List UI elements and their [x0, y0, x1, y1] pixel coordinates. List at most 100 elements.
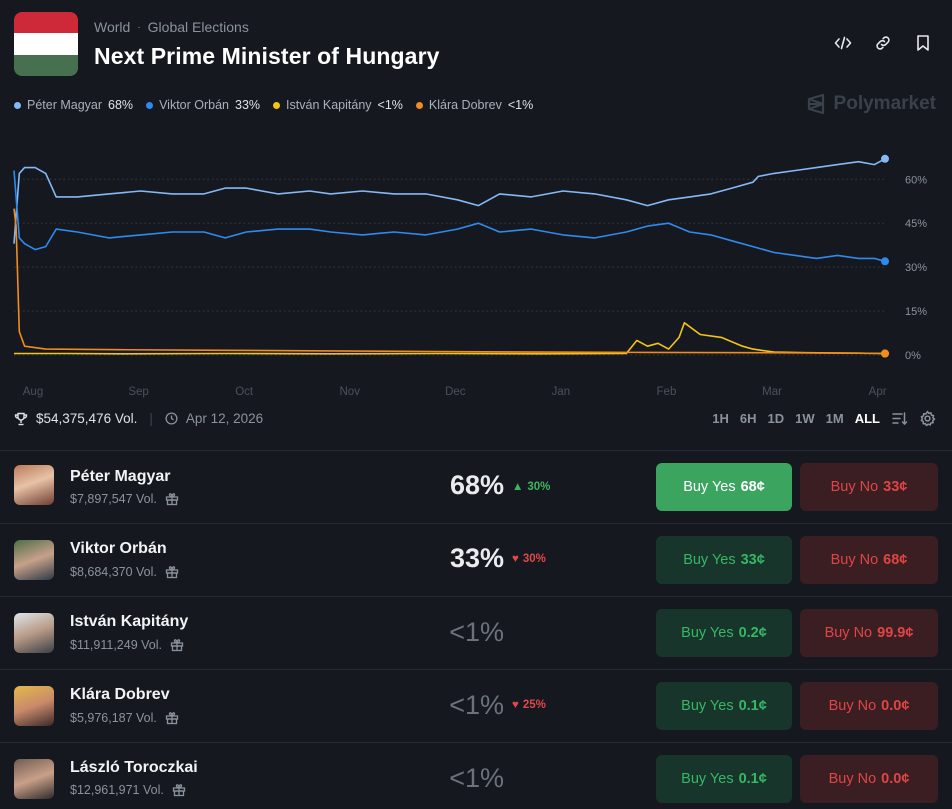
series-line	[13, 208, 886, 355]
gift-icon[interactable]	[165, 711, 179, 725]
candidate-name[interactable]: László Toroczkai	[70, 759, 198, 776]
gift-icon[interactable]	[165, 492, 179, 506]
divider	[0, 596, 952, 597]
buy-no-button[interactable]: Buy No 0.0¢	[800, 755, 938, 803]
probability-change: ♥ 25%	[512, 699, 546, 711]
down-heart-icon: ♥	[512, 699, 519, 711]
chart-legend: Péter Magyar 68% Viktor Orbán 33% István…	[14, 98, 533, 112]
legend-label: Péter Magyar	[27, 98, 103, 112]
candidate-volume-value: $12,961,971 Vol.	[70, 783, 164, 797]
legend-label: István Kapitány	[286, 98, 372, 112]
buy-yes-button[interactable]: Buy Yes 0.2¢	[656, 609, 792, 657]
buy-yes-button[interactable]: Buy Yes 0.1¢	[656, 755, 792, 803]
buy-yes-button[interactable]: Buy Yes 68¢	[656, 463, 792, 511]
x-tick-label: Sep	[128, 386, 148, 398]
sort-icon[interactable]	[891, 410, 908, 427]
outcome-row-toroczkai[interactable]: László Toroczkai $12,961,971 Vol. <1% Bu…	[0, 743, 952, 809]
avatar-magyar	[14, 465, 54, 505]
outcome-row-dobrev[interactable]: Klára Dobrev $5,976,187 Vol. <1% ♥ 25% B…	[0, 670, 952, 742]
change-value: 30%	[527, 481, 551, 493]
legend-value: 33%	[235, 98, 261, 112]
candidate-volume-value: $8,684,370 Vol.	[70, 565, 157, 579]
buy-no-button[interactable]: Buy No 0.0¢	[800, 682, 938, 730]
divider	[0, 523, 952, 524]
probability-change: ▲ 30%	[512, 481, 550, 493]
breadcrumb: World · Global Elections	[94, 19, 249, 35]
buy-no-label: Buy No	[830, 479, 879, 495]
legend-item-dobrev: Klára Dobrev <1%	[415, 98, 534, 112]
flag-stripe-white	[14, 33, 78, 55]
breadcrumb-global-elections[interactable]: Global Elections	[147, 19, 249, 35]
brand-name: Polymarket	[833, 93, 936, 114]
candidate-name[interactable]: István Kapitány	[70, 613, 189, 630]
end-date: Apr 12, 2026	[185, 411, 264, 426]
outcome-probability: 68%	[449, 470, 504, 500]
buy-yes-button[interactable]: Buy Yes 33¢	[656, 536, 792, 584]
buy-yes-button[interactable]: Buy Yes 0.1¢	[656, 682, 792, 730]
settings-gear-icon[interactable]	[919, 410, 936, 427]
buy-yes-price: 0.2¢	[738, 625, 767, 641]
y-tick-label: 60%	[905, 174, 927, 186]
buy-no-price: 99.9¢	[877, 625, 914, 641]
buy-no-price: 0.0¢	[881, 771, 910, 787]
breadcrumb-separator: ·	[137, 21, 141, 33]
candidate-volume-value: $7,897,547 Vol.	[70, 492, 157, 506]
polymarket-icon	[807, 93, 824, 115]
legend-dot	[146, 101, 154, 109]
x-tick-label: Mar	[762, 386, 782, 398]
y-tick-label: 15%	[905, 306, 927, 318]
candidate-volume: $8,684,370 Vol.	[70, 565, 179, 579]
range-all[interactable]: ALL	[854, 411, 880, 426]
range-1h[interactable]: 1H	[712, 411, 729, 426]
series-end-point	[881, 349, 889, 358]
candidate-volume-value: $11,911,249 Vol.	[70, 638, 162, 652]
buy-no-button[interactable]: Buy No 33¢	[800, 463, 938, 511]
legend-value: <1%	[377, 98, 403, 112]
buy-no-label: Buy No	[830, 552, 879, 568]
x-tick-label: Jan	[552, 386, 571, 398]
range-1w[interactable]: 1W	[795, 411, 815, 426]
buy-yes-price: 0.1¢	[738, 771, 767, 787]
candidate-name[interactable]: Klára Dobrev	[70, 686, 170, 703]
range-6h[interactable]: 6H	[739, 411, 757, 426]
outcome-row-kapitany[interactable]: István Kapitány $11,911,249 Vol. <1% Buy…	[0, 597, 952, 669]
candidate-volume: $11,911,249 Vol.	[70, 638, 184, 652]
range-1d[interactable]: 1D	[767, 411, 785, 426]
divider	[0, 669, 952, 670]
range-1m[interactable]: 1M	[825, 411, 844, 426]
buy-yes-label: Buy Yes	[681, 698, 734, 714]
y-tick-label: 45%	[905, 218, 927, 230]
bookmark-icon[interactable]	[912, 32, 934, 54]
polymarket-logo: Polymarket	[806, 93, 936, 115]
buy-yes-price: 33¢	[740, 552, 765, 568]
outcome-row-orban[interactable]: Viktor Orbán $8,684,370 Vol. 33% ♥ 30% B…	[0, 524, 952, 596]
up-arrow-icon: ▲	[512, 481, 524, 493]
x-tick-label: Oct	[235, 386, 254, 398]
legend-dot	[273, 101, 281, 109]
price-history-chart[interactable]: 60% 45% 30% 15% 0% Aug Sep Oct Nov Dec Jan Feb Mar Ap…	[0, 140, 952, 402]
stats-divider: |	[149, 411, 153, 426]
breadcrumb-world[interactable]: World	[94, 19, 131, 35]
avatar-orban	[14, 540, 54, 580]
page-title: Next Prime Minister of Hungary	[94, 43, 440, 69]
y-tick-label: 0%	[905, 350, 921, 362]
candidate-name[interactable]: Péter Magyar	[70, 468, 171, 485]
legend-value: <1%	[507, 98, 534, 112]
buy-no-button[interactable]: Buy No 99.9¢	[800, 609, 938, 657]
candidate-name[interactable]: Viktor Orbán	[70, 540, 167, 557]
clock-icon	[165, 412, 178, 425]
buy-no-price: 68¢	[883, 552, 908, 568]
buy-no-button[interactable]: Buy No 68¢	[800, 536, 938, 584]
legend-item-orban: Viktor Orbán 33%	[146, 98, 260, 112]
embed-icon[interactable]	[832, 32, 854, 54]
total-volume: $54,375,476 Vol.	[36, 411, 138, 426]
link-icon[interactable]	[872, 32, 894, 54]
gift-icon[interactable]	[170, 638, 184, 652]
gift-icon[interactable]	[172, 783, 186, 797]
change-value: 25%	[522, 699, 546, 711]
gift-icon[interactable]	[165, 565, 179, 579]
change-value: 30%	[522, 553, 546, 565]
avatar-kapitany	[14, 613, 54, 653]
avatar-dobrev	[14, 686, 54, 726]
outcome-row-magyar[interactable]: Péter Magyar $7,897,547 Vol. 68% ▲ 30% B…	[0, 451, 952, 523]
